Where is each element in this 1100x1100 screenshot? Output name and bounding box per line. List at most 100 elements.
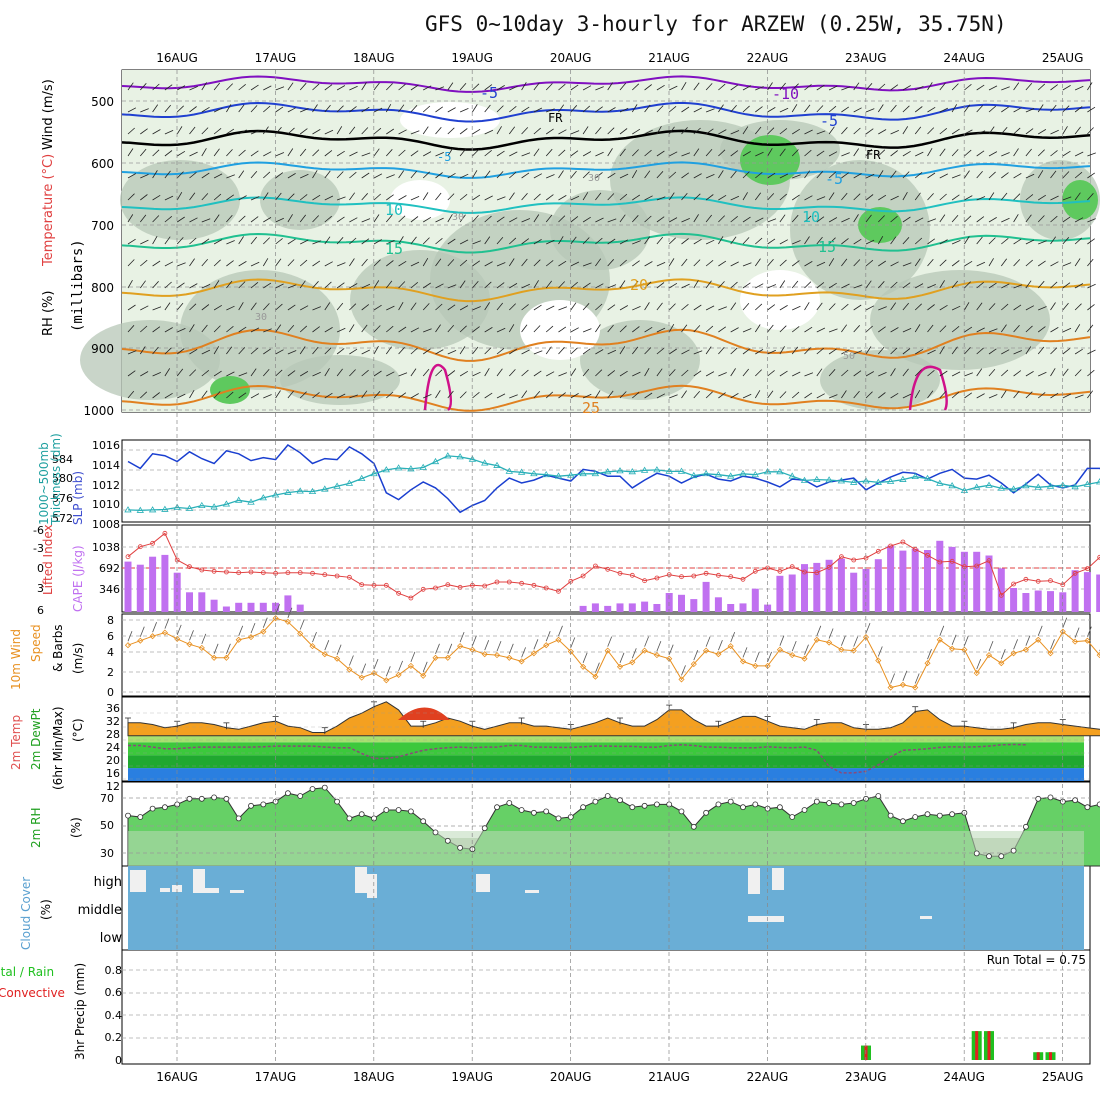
wind-barb [263, 348, 271, 355]
wind-barb [927, 284, 936, 289]
wind-barb [238, 195, 247, 201]
wind-barb [754, 324, 761, 333]
wind-barb [287, 304, 296, 311]
wind-barb [521, 82, 527, 91]
rh2m-point [432, 829, 439, 836]
wind-barb [976, 368, 983, 377]
wind-barb [878, 372, 887, 377]
wind-barb [447, 284, 457, 289]
wind-barb [484, 195, 493, 201]
wind-barb [410, 196, 420, 201]
wind-barb [447, 350, 457, 355]
lifted-index-point [998, 592, 1004, 598]
wind-barb [1000, 126, 1008, 135]
wind-barb [656, 347, 665, 355]
axis-title-rh2m: 2m RH [29, 808, 43, 849]
wind-barb [250, 216, 259, 223]
wind-barb [300, 239, 309, 245]
wind-barb [804, 215, 812, 223]
wind-barb [189, 303, 197, 311]
wind-barb [398, 347, 405, 355]
wind-barb [1050, 195, 1059, 201]
wind-barb [1050, 84, 1058, 91]
axis-title-thickness: Thickness (dm) [49, 433, 63, 526]
wind-barb [508, 192, 515, 201]
rh2m-point [407, 808, 414, 815]
wind-barb [398, 372, 408, 377]
wind-barb [299, 280, 306, 289]
wind-speed-point [358, 674, 365, 681]
wind-barb [546, 305, 555, 311]
wind-barb [312, 104, 318, 113]
wind-barb [238, 236, 244, 245]
wind-barb [189, 192, 196, 201]
wind-barb [521, 647, 526, 658]
temperature-contour-30 [423, 363, 453, 412]
lifted-index-point [1023, 576, 1029, 582]
wind-barb [878, 306, 887, 311]
wind-barb [669, 85, 678, 91]
wind-barb [545, 325, 554, 333]
wind-barb [226, 643, 231, 654]
wind-barb [250, 130, 260, 135]
wind-barb [176, 368, 184, 377]
wind-barb [619, 652, 625, 663]
lifted-index-point [556, 588, 561, 594]
wind-barb [902, 670, 908, 681]
wind-barb [336, 282, 345, 289]
wind-barb [718, 104, 724, 113]
wind-barb [927, 390, 934, 399]
contour-label: -5 [825, 170, 843, 188]
wind-barb [213, 127, 222, 135]
wind-barb [718, 640, 723, 651]
wind-barb [336, 150, 345, 157]
rh2m-point [580, 804, 586, 811]
wind-barb [631, 346, 639, 355]
wind-barb [152, 149, 160, 157]
wind-barb [472, 346, 479, 355]
precip-ticks: 0.8 0.6 0.4 0.2 0 [105, 964, 123, 1067]
wind-barb [1062, 126, 1068, 135]
wind-speed-point [161, 629, 168, 636]
cloud-fill [128, 866, 1084, 950]
wind-barb [546, 108, 555, 113]
wind-barb [755, 237, 763, 245]
wind-barb [767, 82, 773, 91]
wind-barb [176, 150, 186, 157]
wind-speed-point [223, 654, 230, 661]
wind-barb [398, 83, 406, 91]
wind-barb [582, 393, 592, 399]
wind-barb [595, 283, 604, 289]
wind-barb [423, 394, 432, 399]
wind-barb [177, 393, 186, 399]
thickness-point [776, 468, 784, 475]
wind-barb [275, 303, 283, 311]
cape-bar [1022, 593, 1030, 612]
cape-bar [727, 604, 735, 612]
wind-barb [582, 151, 592, 157]
wind-barb [644, 236, 651, 245]
wind-speed-point [493, 652, 501, 659]
thickness-point [763, 468, 772, 475]
tick-label: 0.2 [105, 1031, 123, 1044]
wind-barb [349, 369, 356, 377]
wind-barb [890, 195, 899, 201]
wind-barb [238, 261, 247, 267]
contour-label: 10 [385, 201, 403, 219]
wind-barb [201, 193, 209, 201]
wind-barb [804, 347, 811, 355]
wind-barb [262, 617, 268, 628]
wind-barb [521, 349, 530, 355]
wind-barb [386, 83, 393, 91]
wind-barb [496, 368, 503, 377]
wind-barb [890, 261, 899, 267]
wind-barb [1087, 238, 1095, 245]
wind-barb [632, 83, 640, 91]
wind-barb [804, 84, 812, 91]
wind-barb [263, 105, 271, 113]
wind-barb [1013, 148, 1019, 157]
wind-barb [742, 171, 750, 179]
wind-barb [755, 369, 762, 377]
wind-barb [226, 149, 233, 157]
wind-barb [201, 369, 210, 377]
